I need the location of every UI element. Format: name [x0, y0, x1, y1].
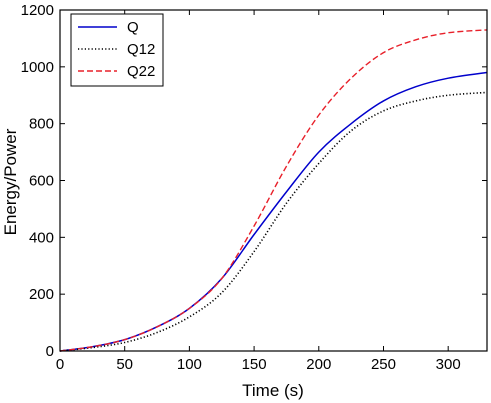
x-tick-label: 200	[306, 356, 331, 373]
y-tick-label: 1000	[21, 59, 54, 76]
legend-label-q22: Q22	[127, 63, 155, 80]
y-tick-label: 200	[29, 286, 54, 303]
y-tick-label: 1200	[21, 2, 54, 19]
y-tick-label: 400	[29, 229, 54, 246]
y-tick-label: 0	[46, 343, 54, 360]
series-lines	[59, 29, 488, 352]
y-tick-label: 800	[29, 116, 54, 133]
x-tick-label: 250	[371, 356, 396, 373]
x-tick-label: 50	[116, 356, 133, 373]
plot-frame	[59, 9, 488, 352]
series-line-q12	[59, 91, 488, 352]
legend-label-q: Q	[127, 19, 139, 36]
legend: Q Q12 Q22	[70, 13, 164, 87]
y-tick-label: 600	[29, 173, 54, 190]
x-axis-label: Time (s)	[242, 381, 304, 400]
x-tick-label: 100	[177, 356, 202, 373]
y-axis-label: Energy/Power	[1, 128, 20, 235]
x-tick-label: 300	[436, 356, 461, 373]
x-tick-label: 0	[56, 356, 64, 373]
x-axis-ticks: 0 50 100 150 200 250 300	[56, 10, 461, 373]
x-tick-label: 150	[242, 356, 267, 373]
legend-box	[70, 13, 164, 87]
y-axis-ticks: 0 200 400 600 800 1000 1200	[21, 2, 487, 360]
legend-label-q12: Q12	[127, 41, 155, 58]
